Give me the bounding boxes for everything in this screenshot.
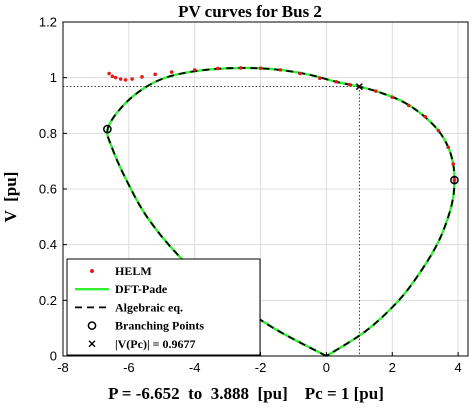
legend-label: Branching Points [115,319,204,333]
y-axis-label: V [pu] [1,172,20,223]
chart-title: PV curves for Bus 2 [178,2,322,21]
legend-swatch-helm [90,269,94,273]
x-tick-label: 0 [323,360,330,375]
x-tick-label: -2 [255,360,267,375]
helm-point [334,80,339,84]
helm-point [140,75,144,79]
y-tick-label: 0.4 [39,237,57,252]
x-tick-label: -8 [57,360,69,375]
helm-point [298,71,302,76]
helm-point [123,78,128,82]
series-layer [103,66,459,358]
helm-point [451,162,455,166]
axis-ticks: -8 -6 -4 -2 0 2 4 0 0.2 0.4 0.6 0.8 1 1.2 [39,15,462,376]
legend-swatch-cross [88,340,96,348]
helm-point [110,74,115,79]
y-tick-label: 0.8 [39,126,57,141]
branching-point-marker [450,175,459,185]
legend-label: Algebraic eq. [115,300,183,314]
legend-label: HELM [115,264,152,278]
x-axis-label: P = -6.652 to 3.888 [pu] Pc = 1 [pu] [108,384,384,403]
y-tick-label: 1.2 [39,15,57,30]
helm-point [423,114,427,119]
helm-point [169,70,174,74]
helm-point [406,103,411,108]
vpc-cross-marker [355,83,363,91]
helm-point [130,77,134,81]
legend-label: |V(Pc)| = 0.9677 [115,337,195,351]
y-tick-label: 0.6 [39,182,57,197]
branching-point-marker [103,124,112,134]
legend: HELM DFT-Pade Algebraic eq. Branching Point… [66,258,261,356]
helm-point [452,178,457,182]
helm-point [239,66,243,70]
x-tick-label: 4 [455,360,462,375]
helm-point [153,72,157,77]
x-tick-label: -4 [189,360,201,375]
helm-point [192,68,197,72]
helm-point [318,76,322,81]
helm-point [436,128,441,133]
helm-point [258,66,263,71]
helm-point [446,145,451,150]
helm-point [347,82,352,87]
helm-point [215,66,220,71]
y-tick-label: 0 [50,349,57,364]
helm-point [390,95,395,99]
legend-swatch-branching [87,321,97,330]
helm-point [278,68,283,72]
legend-label: DFT-Pade [115,282,168,296]
helm-point [374,89,378,93]
helm-point [113,75,118,80]
x-tick-label: 2 [389,360,396,375]
helm-point [118,77,123,81]
y-tick-label: 1 [50,70,57,85]
reference-lines [63,86,360,356]
x-tick-label: -6 [123,360,135,375]
y-tick-label: 0.2 [39,293,57,308]
algebraic-eq-curve [106,67,456,357]
helm-point [107,71,111,76]
